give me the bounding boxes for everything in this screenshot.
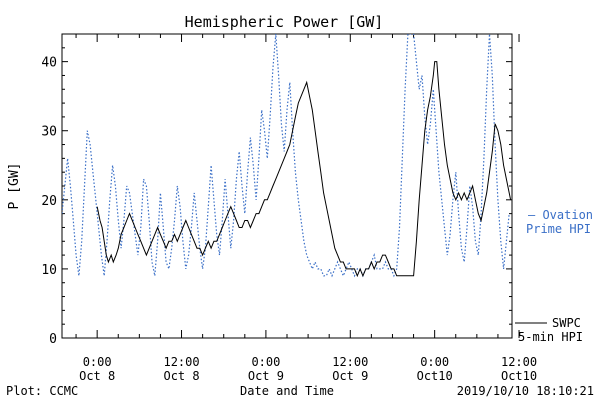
x-tick-time: 0:00 xyxy=(83,355,112,369)
x-tick-date: Oct10 xyxy=(501,369,537,383)
y-tick-label: 10 xyxy=(41,263,57,278)
x-tick-time: 0:00 xyxy=(251,355,280,369)
y-tick-label: 0 xyxy=(49,332,57,347)
x-axis-label: Date and Time xyxy=(240,384,334,398)
series-ovation-prime-hpi xyxy=(62,34,510,278)
legend-ovation-line1: — Ovation xyxy=(528,208,593,222)
x-tick-time: 12:00 xyxy=(501,355,537,369)
x-tick-date: Oct 9 xyxy=(332,369,368,383)
footer-credit: Plot: CCMC xyxy=(6,384,78,398)
x-tick-date: Oct10 xyxy=(417,369,453,383)
y-tick-label: 20 xyxy=(41,194,57,209)
x-tick-time: 12:00 xyxy=(332,355,368,369)
x-tick-date: Oct 8 xyxy=(79,369,115,383)
y-tick-label: 40 xyxy=(41,56,57,71)
legend-swpc-line1: SWPC xyxy=(552,316,581,330)
y-axis-label: P [GW] xyxy=(7,163,22,210)
y-axis: 0 10 20 30 40 xyxy=(41,33,512,347)
x-tick-time: 0:00 xyxy=(420,355,449,369)
legend-swpc-line2: 5-min HPI xyxy=(518,330,583,344)
y-tick-label: 30 xyxy=(41,125,57,140)
footer-timestamp: 2019/10/10 18:10:21 xyxy=(457,384,594,398)
x-tick-date: Oct 8 xyxy=(163,369,199,383)
legend-ovation-line2: Prime HPI xyxy=(526,222,591,236)
x-tick-date: Oct 9 xyxy=(248,369,284,383)
plot-area xyxy=(62,34,512,278)
legend: — Ovation Prime HPI SWPC 5-min HPI xyxy=(515,208,593,344)
chart-title: Hemispheric Power [GW] xyxy=(185,13,384,31)
x-tick-time: 12:00 xyxy=(163,355,199,369)
series-swpc-5min-hpi xyxy=(96,61,512,278)
plot-frame xyxy=(61,33,513,339)
